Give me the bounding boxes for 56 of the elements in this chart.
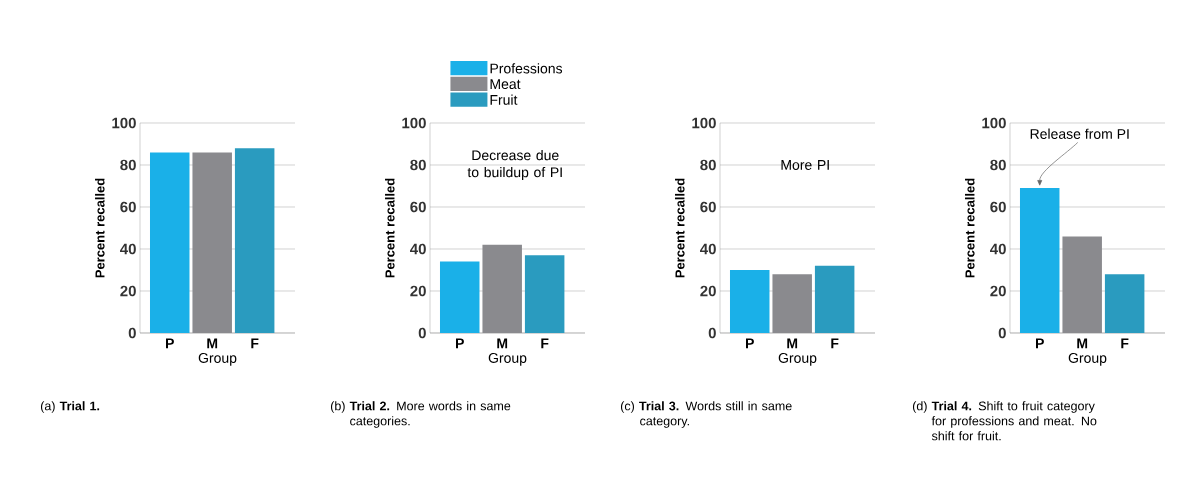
y-axis-title: Percent recalled: [675, 178, 685, 278]
x-tick-label: M: [497, 338, 508, 349]
y-tick-label: 20: [410, 285, 426, 297]
y-axis-title: Percent recalled: [965, 178, 975, 278]
y-tick-label: 100: [402, 117, 426, 129]
text: (b) Trial 2. More words in same categories.: [330, 401, 511, 428]
text: (c) Trial 3. Words still in same category.: [620, 401, 792, 428]
y-tick-label: 0: [998, 327, 1006, 339]
y-axis-title: Percent recalled: [95, 178, 105, 278]
y-tick-label: 80: [990, 159, 1006, 171]
annotation: Decrease due to buildup of PI: [467, 149, 562, 181]
x-tick-label: F: [251, 338, 259, 349]
x-tick-label: M: [787, 338, 798, 349]
y-tick-label: 80: [700, 159, 716, 171]
y-tick-label: 40: [990, 243, 1006, 255]
y-tick-label: 40: [410, 243, 426, 255]
y-tick-label: 80: [120, 159, 136, 171]
y-axis-title: Percent recalled: [385, 178, 395, 278]
y-tick-label: 40: [120, 243, 136, 255]
y-tick-label: 20: [120, 285, 136, 297]
x-tick-label: P: [166, 338, 174, 349]
y-tick-label: 60: [120, 201, 136, 213]
x-tick-label: M: [207, 338, 218, 349]
y-tick-label: 0: [708, 327, 716, 339]
text: (d) Trial 4. Shift to fruit category for professions and meat. No shift for fruit.: [912, 401, 1097, 441]
x-tick-label: P: [746, 338, 754, 349]
x-axis-title: Group: [1068, 353, 1107, 366]
bar: [1019, 188, 1060, 333]
x-tick-label: F: [1121, 338, 1129, 349]
annotation: Release from PI: [1030, 128, 1129, 139]
y-tick-label: 20: [990, 285, 1006, 297]
y-tick-label: 0: [128, 327, 136, 339]
x-axis-title: Group: [778, 353, 817, 366]
x-tick-label: F: [831, 338, 839, 349]
legend-label: Fruit: [490, 94, 518, 105]
y-tick-label: 60: [990, 201, 1006, 213]
annotation: More PI: [781, 160, 829, 170]
y-tick-label: 60: [410, 201, 426, 213]
y-tick-label: 100: [982, 117, 1006, 129]
x-axis-title: Group: [488, 353, 527, 366]
x-tick-label: P: [1036, 338, 1044, 349]
x-tick-label: F: [541, 338, 549, 349]
y-tick-label: 100: [112, 117, 136, 129]
x-tick-label: M: [1077, 338, 1088, 349]
text: (a) Trial 1.: [40, 401, 100, 413]
y-tick-label: 0: [418, 327, 426, 339]
bar: [1104, 274, 1145, 333]
y-tick-label: 100: [692, 117, 716, 129]
legend-label: Professions: [490, 63, 563, 74]
legend-label: Meat: [490, 79, 521, 90]
y-tick-label: 20: [700, 285, 716, 297]
y-tick-label: 60: [700, 201, 716, 213]
y-tick-label: 40: [700, 243, 716, 255]
x-axis-title: Group: [198, 353, 237, 366]
y-tick-label: 80: [410, 159, 426, 171]
x-tick-label: P: [456, 338, 464, 349]
